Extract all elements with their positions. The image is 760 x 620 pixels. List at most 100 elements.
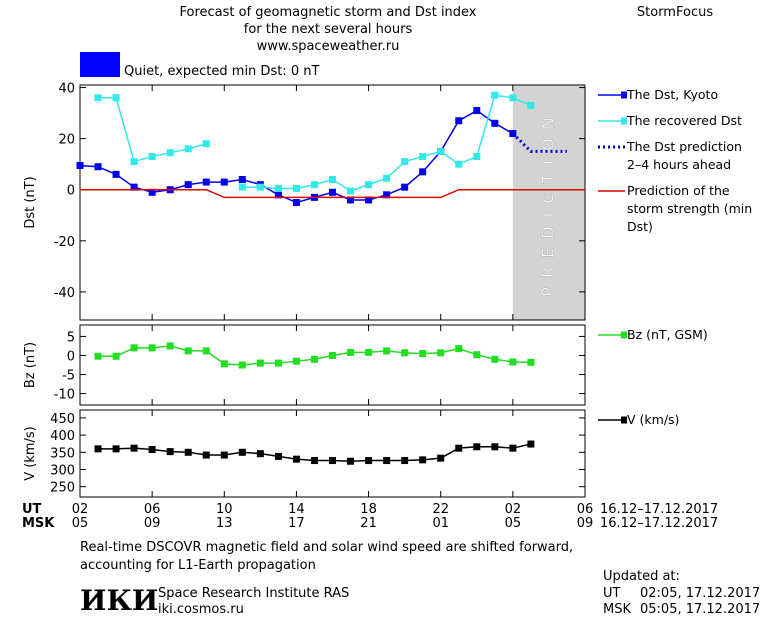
data-point [383, 457, 391, 465]
data-point [419, 153, 427, 161]
data-point [437, 454, 445, 462]
legend-swatch [598, 91, 627, 99]
data-point [437, 147, 445, 155]
x-tick-label: 14 [288, 502, 305, 517]
data-point [148, 188, 156, 196]
prediction-band [512, 85, 585, 320]
data-point [274, 184, 282, 192]
title-line: for the next several hours [244, 22, 413, 37]
y-tick-label: 5 [67, 330, 75, 345]
updated-zone: UT [603, 586, 621, 601]
data-point [112, 445, 120, 453]
data-point [202, 451, 210, 459]
data-point [184, 145, 192, 153]
data-point [166, 149, 174, 157]
url: iki.cosmos.ru [158, 602, 244, 617]
data-point [455, 345, 463, 353]
x-row-name: UT [22, 502, 42, 517]
data-point [491, 91, 499, 99]
data-point [130, 444, 138, 452]
data-point [202, 347, 210, 355]
legend-swatch [598, 190, 625, 192]
data-point [455, 117, 463, 125]
legend-item: The Dst prediction 2–4 hours ahead [597, 138, 757, 174]
status-text: Quiet, expected min Dst: 0 nT [124, 64, 319, 79]
data-point [292, 455, 300, 463]
data-point [347, 187, 355, 195]
data-point [365, 181, 373, 189]
updated-time: 05:05, 17.12.2017 [640, 602, 760, 617]
data-point [365, 196, 373, 204]
x-tick-label: 21 [360, 516, 377, 531]
y-tick-label: 40 [58, 82, 75, 97]
logo: ИКИ [80, 584, 158, 617]
data-point [437, 349, 445, 357]
data-point [94, 163, 102, 171]
legend-swatch [598, 416, 627, 424]
series-line [80, 188, 585, 199]
data-point [383, 191, 391, 199]
data-point [527, 440, 535, 448]
y-tick-label: -20 [54, 235, 75, 250]
data-point [509, 358, 517, 366]
data-point [220, 451, 228, 459]
x-tick-label: 01 [432, 516, 449, 531]
y-tick-label: 400 [50, 429, 75, 444]
y-axis-label: Bz (nT) [23, 342, 38, 388]
data-point [365, 348, 373, 356]
plot-frame [79, 84, 586, 321]
y-tick-label: 300 [50, 463, 75, 478]
data-point [365, 457, 373, 465]
data-point [130, 158, 138, 166]
legend-marker [621, 117, 627, 125]
data-point [76, 161, 84, 169]
data-point [94, 445, 102, 453]
x-tick-label: 17 [288, 516, 305, 531]
status-swatch [80, 52, 120, 77]
data-point [94, 352, 102, 360]
legend-swatch [598, 331, 627, 339]
data-point [401, 349, 409, 357]
plot-frame [79, 324, 586, 406]
data-point [527, 358, 535, 366]
legend-label: The Dst prediction 2–4 hours ahead [627, 139, 742, 172]
data-point [292, 357, 300, 365]
legend-marker [621, 91, 627, 99]
data-point [274, 452, 282, 460]
updated-title: Updated at: [603, 569, 680, 584]
x-tick-label: 09 [144, 516, 161, 531]
data-point [184, 448, 192, 456]
data-point [166, 342, 174, 350]
data-point [130, 344, 138, 352]
data-point [401, 183, 409, 191]
updated-zone: MSK [603, 602, 631, 617]
x-tick-label: 05 [505, 516, 522, 531]
y-axis-label: Dst (nT) [23, 176, 38, 228]
data-point [473, 153, 481, 161]
x-row-date: 16.12–17.12.2017 [600, 502, 718, 517]
x-tick-label: 02 [505, 502, 522, 517]
y-tick-label: -40 [54, 286, 75, 301]
institute: Space Research Institute RAS [158, 586, 349, 601]
data-point [347, 457, 355, 465]
data-point [491, 355, 499, 363]
data-point [202, 178, 210, 186]
data-point [220, 360, 228, 368]
data-point [256, 183, 264, 191]
data-point [383, 174, 391, 182]
data-point [184, 347, 192, 355]
data-point [94, 94, 102, 102]
legend-swatch [598, 145, 625, 149]
plot-frame [79, 409, 586, 498]
y-tick-label: 350 [50, 446, 75, 461]
y-tick-label: 0 [67, 184, 75, 199]
data-point [148, 153, 156, 161]
data-point [473, 443, 481, 451]
legend-marker [621, 331, 627, 339]
legend-item: Prediction of the storm strength (min Ds… [597, 182, 757, 236]
data-point [256, 359, 264, 367]
y-tick-label: 450 [50, 412, 75, 427]
data-point [112, 352, 120, 360]
data-point [202, 140, 210, 148]
data-point [292, 184, 300, 192]
